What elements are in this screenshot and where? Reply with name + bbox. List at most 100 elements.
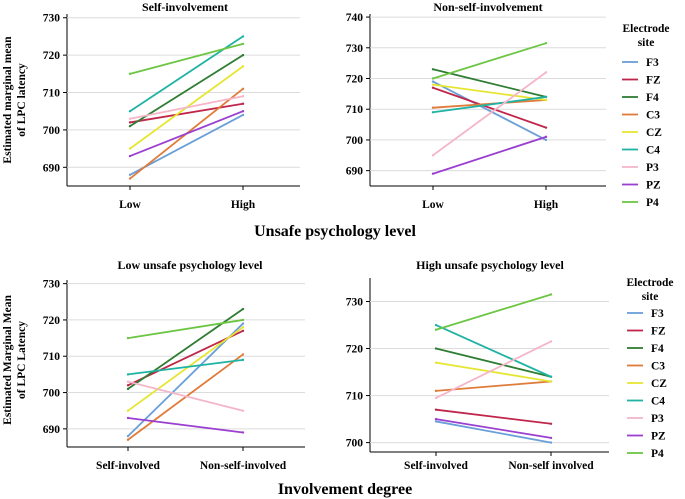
data-point-c4 [126, 373, 130, 376]
data-point-f3 [128, 173, 132, 176]
legend-label-fz: FZ [651, 326, 666, 338]
legend-label-p3: P3 [646, 162, 659, 174]
x-tick-label: High [231, 199, 256, 211]
y-tick-label: 720 [346, 344, 364, 356]
data-point-f3 [434, 420, 438, 423]
x-axis-group-title: Involvement degree [278, 481, 412, 498]
series-line-pz [432, 136, 547, 175]
data-point-cz [549, 380, 553, 383]
legend-label-cz: CZ [651, 378, 667, 390]
data-point-p3 [434, 396, 438, 400]
data-point-p3 [549, 340, 553, 343]
legend-label-pz: PZ [651, 431, 666, 443]
data-point-fz [431, 86, 435, 89]
series-line-f4 [435, 347, 552, 378]
data-point-fz [434, 408, 438, 411]
data-point-pz [544, 135, 548, 139]
panel-title: Low unsafe psychology level [117, 258, 263, 272]
y-tick-label: 700 [346, 438, 364, 450]
data-point-cz [241, 325, 245, 329]
panel-title: High unsafe psychology level [416, 258, 564, 272]
y-axis-title-line1: Estimated Marginal Mean [2, 295, 14, 425]
data-point-f3 [549, 441, 553, 444]
data-point-f4 [241, 307, 245, 311]
legend-label-p3: P3 [651, 413, 664, 425]
series-line-fz [432, 86, 547, 129]
panel-non-self-involvement: Non-self-involvement 690700710720730740 … [346, 0, 606, 211]
data-point-c3 [128, 177, 132, 180]
data-point-pz [126, 416, 130, 420]
data-point-f3 [241, 322, 245, 325]
series-line-p3 [432, 71, 547, 157]
data-point-cz [126, 409, 130, 412]
y-tick-label: 700 [43, 388, 61, 400]
data-point-p3 [241, 95, 245, 98]
data-point-p3 [544, 71, 548, 74]
legend-label-c4: C4 [651, 396, 665, 408]
data-point-p3 [126, 380, 130, 383]
series-line-p4 [129, 43, 244, 75]
data-point-c4 [431, 111, 435, 114]
y-axis-title-line2: of LPC latency [16, 63, 28, 137]
data-point-f4 [128, 124, 132, 128]
data-point-fz [126, 384, 130, 387]
series-line-pz [435, 418, 552, 439]
legend-title-line1: Electrode [622, 23, 669, 35]
y-tick-label: 710 [346, 104, 364, 116]
x-tick-label: High [534, 199, 559, 211]
series-line-p4 [127, 319, 244, 339]
legend-label-f4: F4 [646, 92, 659, 104]
series-line-f3 [435, 420, 552, 444]
x-tick-label: Self-involved [404, 460, 468, 472]
series-line-cz [435, 361, 552, 383]
legend-label-c3: C3 [651, 361, 665, 373]
series-line-f4 [127, 308, 244, 390]
data-point-pz [128, 154, 132, 158]
y-tick-label: 730 [43, 13, 61, 25]
y-tick-label: 710 [43, 88, 61, 100]
legend-label-f3: F3 [651, 308, 664, 320]
series-line-pz [129, 110, 244, 157]
data-point-p4 [544, 41, 548, 45]
legend-label-cz: CZ [646, 127, 662, 139]
data-point-fz [544, 126, 548, 129]
data-point-c4 [241, 35, 245, 38]
data-point-c3 [241, 87, 245, 90]
series-line-cz [432, 83, 547, 101]
y-tick-label: 720 [43, 315, 61, 327]
legend-label-c3: C3 [646, 110, 660, 122]
panel-title: Non-self-involvement [433, 0, 542, 14]
x-tick-label: Non-self-involved [200, 460, 287, 472]
data-point-pz [241, 110, 245, 113]
y-tick-label: 730 [43, 279, 61, 291]
series-line-f3 [127, 322, 244, 437]
y-tick-label: 730 [346, 43, 364, 55]
series-line-p3 [127, 380, 244, 412]
data-point-p3 [431, 154, 435, 157]
legend: Electrode site F3 FZ F4 C3 CZ C4 P3 PZ P4 [622, 23, 670, 209]
data-point-cz [434, 361, 438, 364]
series-line-f3 [432, 80, 547, 141]
data-point-c3 [241, 353, 245, 356]
legend-label-f4: F4 [651, 343, 664, 355]
data-point-pz [549, 436, 553, 440]
legend-label-fz: FZ [646, 75, 661, 87]
data-point-f3 [544, 138, 548, 142]
data-point-pz [431, 172, 435, 175]
panel-title: Self-involvement [142, 0, 228, 14]
x-tick-label: Non-self involved [508, 460, 594, 472]
legend-label-c4: C4 [646, 145, 660, 157]
legend-title-line2: site [642, 291, 659, 303]
data-point-fz [128, 121, 132, 124]
y-tick-label: 720 [346, 74, 364, 86]
y-tick-label: 690 [346, 166, 364, 178]
y-tick-label: 700 [346, 135, 364, 147]
series-line-p3 [435, 340, 552, 399]
legend-title-line2: site [638, 37, 655, 49]
legend-label-pz: PZ [646, 180, 661, 192]
data-point-f3 [431, 80, 435, 83]
data-point-f4 [431, 68, 435, 71]
series-line-c4 [435, 324, 552, 378]
data-point-c3 [434, 389, 438, 393]
